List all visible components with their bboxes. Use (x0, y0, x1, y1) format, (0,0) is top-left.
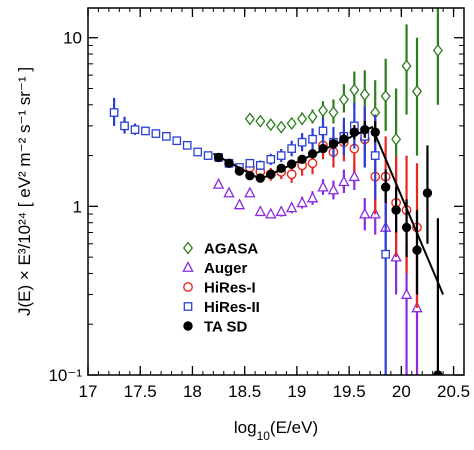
data-point (286, 116, 297, 131)
data-point (338, 92, 349, 107)
data-point (307, 158, 318, 169)
data-point (401, 59, 412, 73)
data-point (318, 126, 328, 136)
data-point (327, 183, 340, 195)
data-point (338, 175, 350, 187)
data-point (400, 288, 413, 299)
data-point (317, 103, 329, 118)
legend-marker (183, 302, 193, 311)
legend-label: AGASA (204, 241, 258, 258)
x-tick-label: 19.5 (333, 382, 366, 401)
legend-item-auger: Auger (182, 260, 248, 277)
data-point (161, 132, 171, 141)
data-point (172, 136, 182, 146)
data-point (380, 182, 391, 192)
plot-area (109, 8, 445, 375)
data-point (287, 144, 297, 153)
data-point (307, 110, 318, 124)
data-point (203, 151, 213, 160)
y-tick-label: 1 (73, 197, 82, 216)
x-tick-label: 20.5 (437, 382, 470, 401)
legend-label: HiRes-I (204, 280, 256, 297)
data-point (245, 158, 255, 168)
data-point (109, 108, 119, 117)
data-point (254, 205, 267, 217)
data-point (411, 84, 423, 98)
legend-label: HiRes-II (204, 299, 260, 316)
data-point (297, 137, 307, 147)
data-point (348, 170, 361, 182)
data-point (255, 161, 265, 170)
x-axis-label: log10(E/eV) (234, 418, 318, 443)
data-point (391, 132, 402, 146)
legend-item-hires-ii: HiRes-II (183, 299, 260, 316)
data-point (286, 169, 297, 180)
data-point (380, 89, 391, 103)
data-point (412, 245, 422, 255)
legend-marker (182, 261, 194, 272)
data-point (359, 207, 371, 219)
data-point (255, 114, 266, 128)
x-tick-label: 20 (392, 382, 411, 401)
data-point (276, 151, 286, 160)
x-tick-label: 19 (287, 382, 306, 401)
data-point (306, 191, 319, 203)
data-point (265, 207, 277, 219)
series-agasa (244, 8, 443, 193)
data-point (297, 112, 308, 126)
data-point (151, 129, 161, 138)
fit-line (212, 125, 445, 295)
data-point (422, 188, 433, 198)
data-point (266, 154, 276, 164)
data-point (328, 106, 339, 120)
data-point (349, 83, 360, 97)
data-point (275, 205, 287, 217)
data-point (308, 134, 317, 144)
data-point (244, 186, 256, 198)
axes: 17 17.5 18 18.5 19 19.5 20 20.5 10⁻¹ 1 10 (48, 7, 470, 401)
legend-marker (182, 241, 194, 255)
data-point (359, 88, 370, 102)
data-point (401, 222, 412, 233)
data-point (120, 121, 129, 131)
legend-item-ta-sd: TA SD (183, 319, 247, 336)
legend-label: TA SD (204, 319, 247, 336)
x-tick-label: 17 (79, 382, 98, 401)
data-point (370, 151, 380, 160)
legend-item-agasa: AGASA (182, 241, 258, 258)
data-point (285, 201, 298, 213)
data-point (296, 196, 308, 208)
data-point (276, 120, 287, 134)
data-point (212, 177, 225, 189)
data-point (265, 118, 276, 132)
data-point (141, 126, 150, 136)
data-point (233, 198, 246, 210)
data-point (381, 249, 391, 259)
data-point (130, 125, 140, 134)
legend-label: Auger (204, 260, 248, 277)
x-tick-label: 18.5 (228, 382, 261, 401)
data-point (223, 186, 235, 198)
legend-marker (183, 282, 193, 292)
x-tick-label: 18 (183, 382, 202, 401)
legend-item-hires-i: HiRes-I (183, 280, 256, 297)
data-point (182, 140, 192, 150)
legend: AGASA Auger HiRes-I HiRes-II TA SD (182, 241, 260, 336)
x-tick-label: 17.5 (124, 382, 157, 401)
y-tick-label: 10 (63, 29, 82, 48)
legend-marker (183, 321, 193, 331)
data-point (244, 112, 255, 126)
y-axis-label: J(E) × E³/10²⁴ [ eV² m⁻² s⁻¹ sr⁻¹ ] (15, 67, 34, 316)
data-point (193, 147, 203, 157)
y-tick-label: 10⁻¹ (48, 366, 82, 385)
data-point (432, 43, 443, 57)
data-point (391, 205, 401, 215)
data-point (317, 180, 329, 192)
